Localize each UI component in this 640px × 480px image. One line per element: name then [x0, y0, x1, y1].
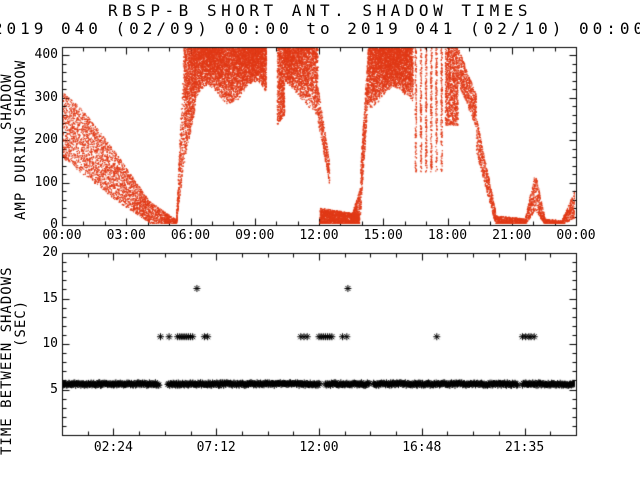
top-panel-x-tick-label: 00:00 [556, 228, 596, 243]
top-panel-x-tick-label: 00:00 [42, 228, 82, 243]
top-panel-y-tick-label: 100 [34, 174, 58, 190]
top-panel-x-tick-label: 03:00 [106, 228, 146, 243]
bottom-panel-x-tick-label: 21:35 [505, 440, 545, 455]
top-panel-y-tick-label: 400 [34, 47, 58, 63]
chart-title: RBSP-B SHORT ANT. SHADOW TIMES [108, 1, 532, 20]
bottom-panel-y-tick-label: 20 [42, 245, 58, 260]
top-panel-x-tick-label: 09:00 [235, 228, 275, 243]
bottom-panel-x-tick-label: 02:24 [93, 440, 133, 455]
top-panel-x-tick-label: 06:00 [170, 228, 211, 243]
bottom-y-axis-outer-label: TIME BETWEEN SHADOWS [0, 266, 15, 455]
chart-subtitle: 2019 040 (02/09) 00:00 to 2019 041 (02/1… [0, 19, 640, 38]
top-panel-y-tick-label: 300 [34, 89, 58, 105]
bottom-panel-x-tick-label: 16:48 [402, 440, 442, 455]
bottom-panel-y-tick-label: 5 [50, 381, 58, 397]
top-panel-x-tick-label: 18:00 [427, 228, 468, 243]
bottom-panel-x-tick-label: 07:12 [196, 440, 236, 455]
bottom-panel-y-tick-label: 10 [42, 336, 58, 351]
bottom-panel-y-tick-label: 15 [42, 290, 58, 306]
top-panel-y-tick-label: 200 [34, 132, 58, 148]
top-panel-y-tick-label: 0 [50, 217, 58, 232]
bottom-panel-x-tick-label: 12:00 [299, 440, 339, 455]
top-panel-x-tick-label: 21:00 [492, 228, 532, 243]
top-panel-x-tick-label: 12:00 [299, 228, 339, 243]
top-panel-x-tick-label: 15:00 [363, 228, 403, 243]
